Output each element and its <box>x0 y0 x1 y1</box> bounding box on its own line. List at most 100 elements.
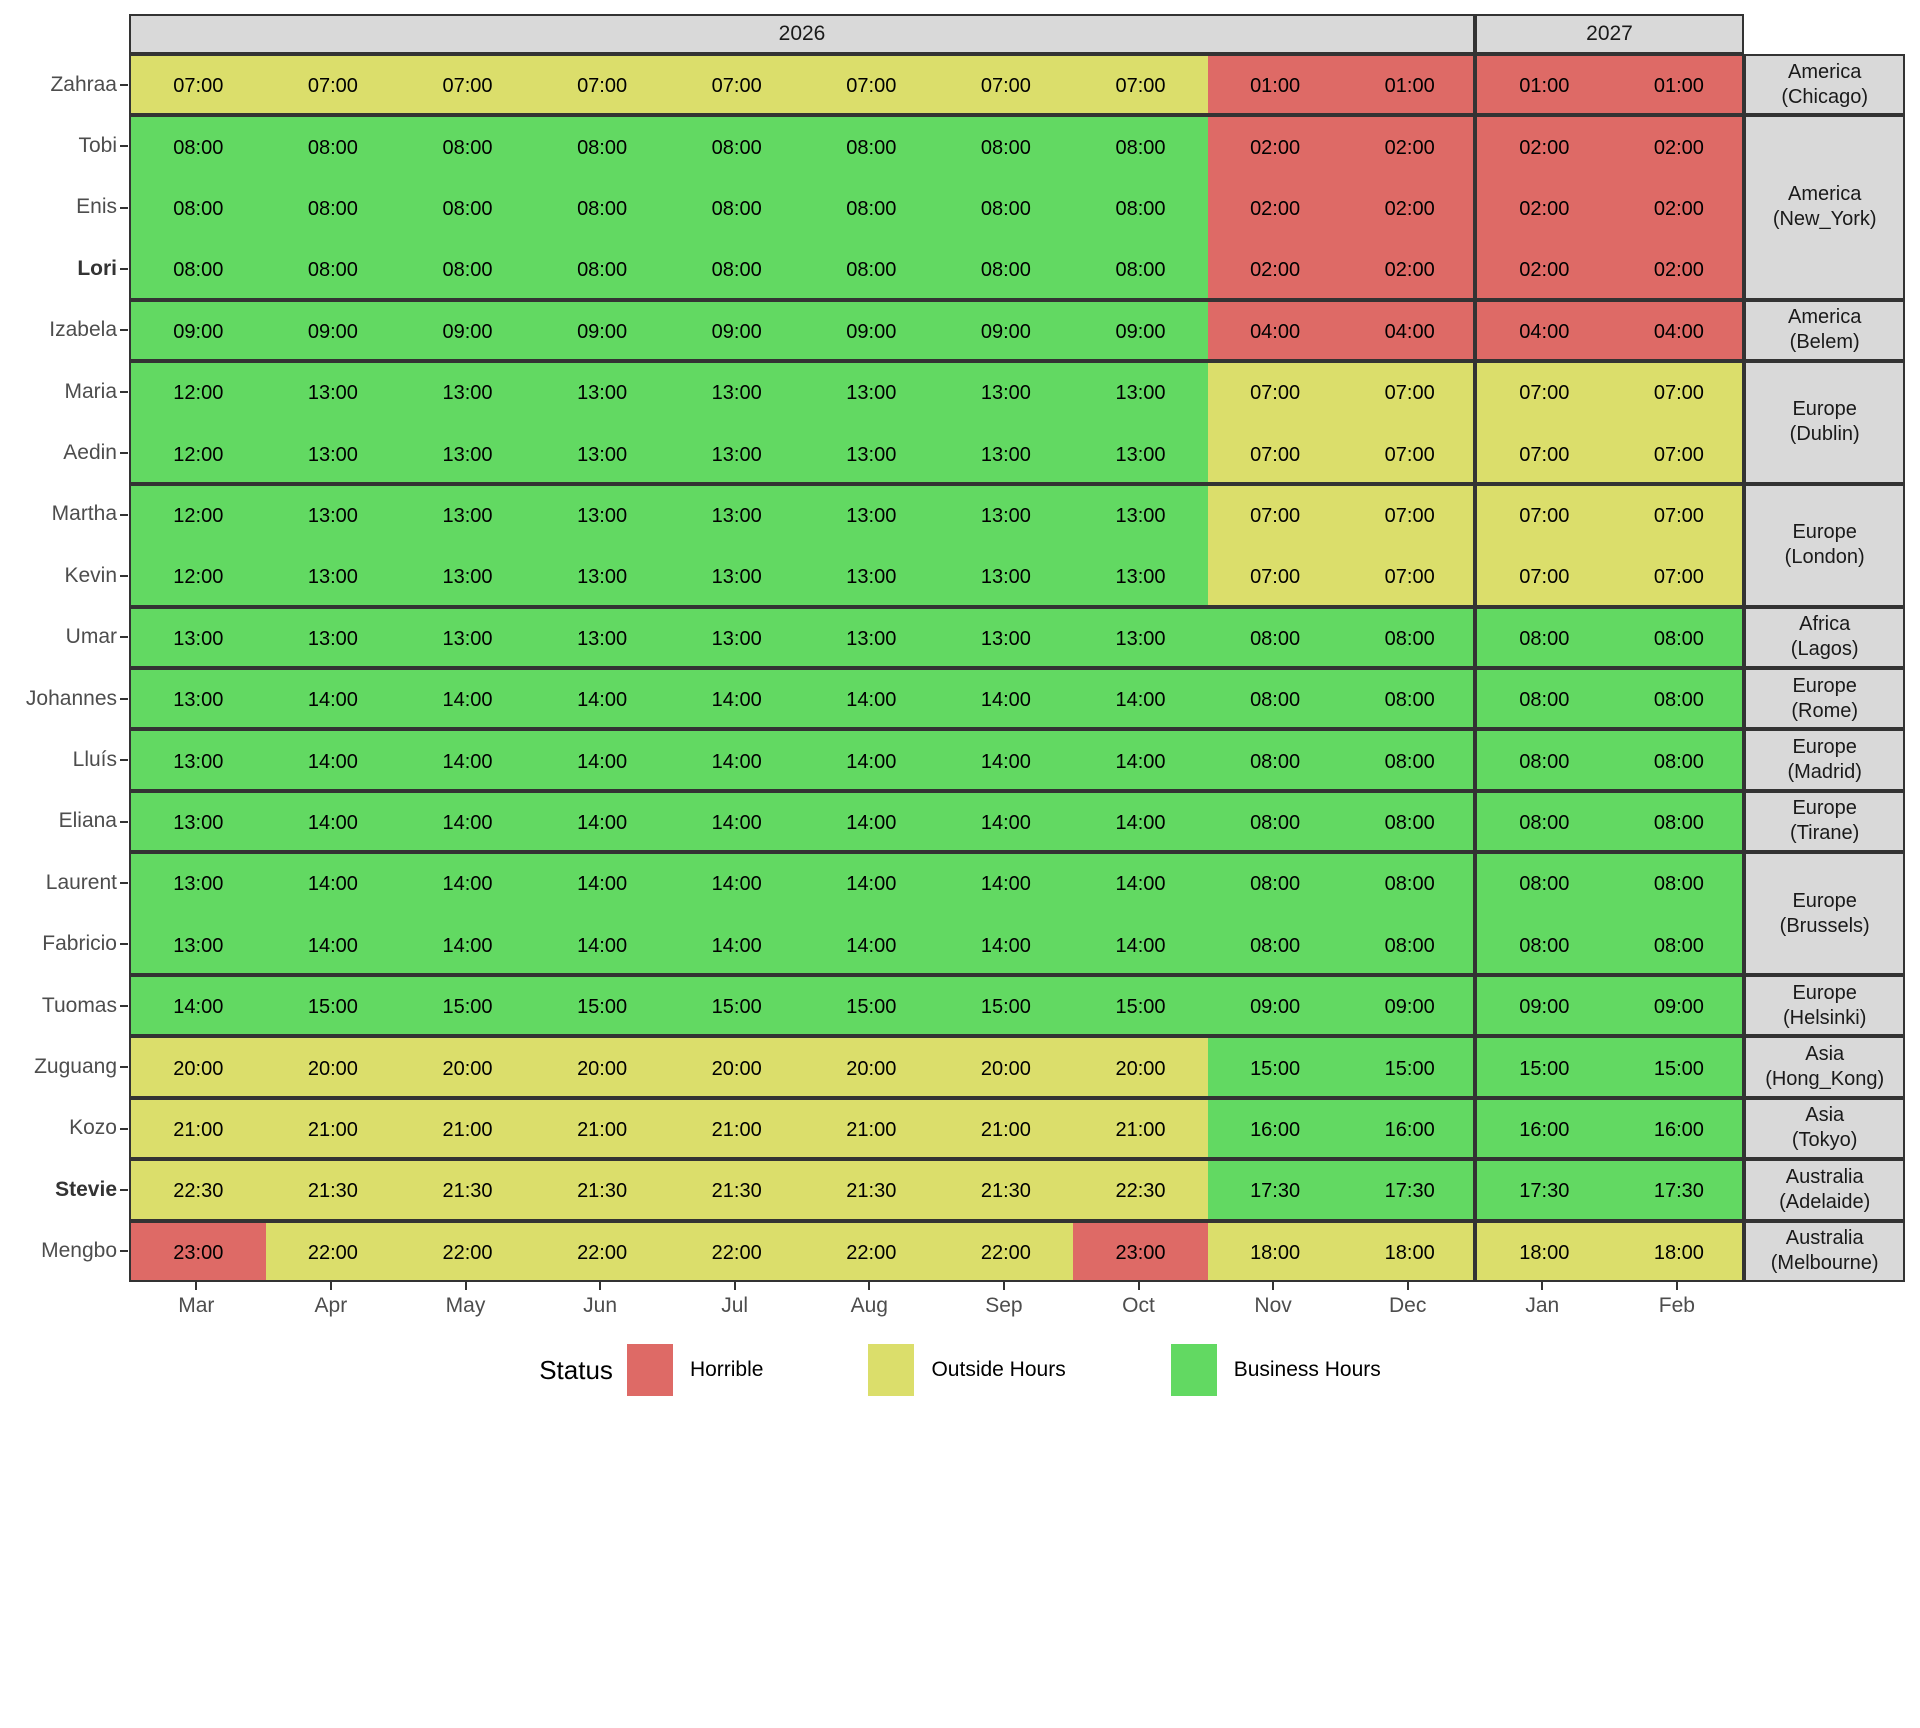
time-cell: 13:00 <box>669 608 804 666</box>
time-cell: 08:00 <box>1477 792 1612 851</box>
time-cell: 21:00 <box>669 1099 804 1158</box>
time-cell: 13:00 <box>534 424 670 482</box>
group-panel-brussels: 13:00 14:00 14:00 14:00 14:00 14:00 14:00 14:00… <box>129 852 1475 975</box>
group-panel-lagos: 08:00 08:00 <box>1475 606 1745 668</box>
time-cell: 08:00 <box>265 117 401 179</box>
time-cell: 20:00 <box>265 1038 401 1096</box>
time-cell: 15:00 <box>1477 1038 1612 1096</box>
time-cell: 12:00 <box>131 485 266 548</box>
time-cell: 15:00 <box>1611 1038 1743 1096</box>
time-cell: 08:00 <box>131 178 266 241</box>
strip-region: Europe <box>1792 521 1857 544</box>
time-cell: 01:00 <box>1207 56 1343 114</box>
timezone-strip-brussels: Europe (Brussels) <box>1744 852 1906 975</box>
strip-city: (Brussels) <box>1779 914 1870 937</box>
time-cell: 13:00 <box>1073 608 1208 666</box>
row-label-enis: Enis <box>76 195 117 219</box>
strip-city: (Lagos) <box>1790 638 1859 661</box>
time-cell: 14:00 <box>1073 731 1208 789</box>
group-panel-tokyo: 16:00 16:00 <box>1475 1097 1745 1160</box>
time-cell: 12:00 <box>131 424 266 482</box>
group-panel-belem: 04:00 04:00 <box>1475 299 1745 361</box>
time-cell: 08:00 <box>1477 731 1612 789</box>
strip-city: (Melbourne) <box>1770 1252 1879 1275</box>
row-label-maria: Maria <box>64 379 117 403</box>
time-cell: 22:30 <box>131 1161 266 1219</box>
time-cell: 08:00 <box>938 178 1074 241</box>
time-cell: 14:00 <box>1073 854 1208 916</box>
month-tick-label-oct: Oct <box>1122 1294 1155 1317</box>
time-cell: 08:00 <box>1611 915 1743 973</box>
time-cell: 13:00 <box>400 485 535 548</box>
time-cell: 21:30 <box>669 1161 804 1219</box>
row-axis-tick <box>120 1066 128 1069</box>
legend-label: Business Hours <box>1233 1358 1381 1381</box>
timezone-strip-chicago: America (Chicago) <box>1744 54 1906 116</box>
row-label-zahraa: Zahraa <box>50 72 117 96</box>
time-cell: 08:00 <box>1611 854 1743 916</box>
timezone-strip-london: Europe (London) <box>1744 483 1906 607</box>
timezone-strip-tirane: Europe (Tirane) <box>1744 790 1906 853</box>
time-cell: 13:00 <box>131 792 266 851</box>
time-cell: 04:00 <box>1207 301 1343 359</box>
time-cell: 22:00 <box>804 1222 939 1280</box>
time-cell: 14:00 <box>938 670 1074 728</box>
timezone-strip-rome: Europe (Rome) <box>1744 668 1906 730</box>
time-cell: 12:00 <box>131 547 266 605</box>
panel-header-2026: 2026 <box>129 14 1475 54</box>
time-cell: 07:00 <box>1342 547 1473 605</box>
time-cell: 07:00 <box>400 56 535 114</box>
legend-item-outside-hours: Outside Hours <box>868 1344 1066 1396</box>
time-cell: 08:00 <box>1477 854 1612 916</box>
time-cell: 08:00 <box>1611 731 1743 789</box>
time-cell: 20:00 <box>534 1038 670 1096</box>
time-cell: 21:00 <box>265 1099 401 1158</box>
time-cell: 14:00 <box>400 731 535 789</box>
time-cell: 09:00 <box>1207 977 1343 1035</box>
time-cell: 17:30 <box>1207 1161 1343 1219</box>
time-cell: 22:00 <box>938 1222 1074 1280</box>
strip-region: Europe <box>1792 981 1857 1004</box>
timezone-strip-tokyo: Asia (Tokyo) <box>1744 1097 1906 1160</box>
time-cell: 21:30 <box>534 1161 670 1219</box>
time-cell: 13:00 <box>534 485 670 548</box>
month-axis-tick <box>1675 1282 1678 1290</box>
time-cell: 13:00 <box>265 363 401 425</box>
time-cell: 14:00 <box>669 731 804 789</box>
row-axis-tick <box>120 1127 128 1130</box>
time-cell: 14:00 <box>265 792 401 851</box>
time-cell: 13:00 <box>265 424 401 482</box>
time-cell: 01:00 <box>1611 56 1743 114</box>
strip-region: Europe <box>1792 674 1857 697</box>
time-cell: 02:00 <box>1342 240 1473 298</box>
month-axis-tick <box>868 1282 871 1290</box>
time-cell: 16:00 <box>1207 1099 1343 1158</box>
time-cell: 18:00 <box>1611 1222 1743 1280</box>
time-cell: 09:00 <box>1477 977 1612 1035</box>
time-cell: 14:00 <box>938 792 1074 851</box>
row-axis-tick <box>120 881 128 884</box>
time-cell: 08:00 <box>804 240 939 298</box>
time-cell: 01:00 <box>1342 56 1473 114</box>
time-cell: 14:00 <box>534 731 670 789</box>
time-cell: 08:00 <box>1477 608 1612 666</box>
row-axis-tick <box>120 513 128 516</box>
time-cell: 20:00 <box>804 1038 939 1096</box>
time-cell: 18:00 <box>1342 1222 1473 1280</box>
group-panel-melbourne: 23:00 22:00 22:00 22:00 22:00 22:00 22:00 23:00… <box>129 1220 1475 1282</box>
time-cell: 14:00 <box>669 670 804 728</box>
time-cell: 13:00 <box>669 485 804 548</box>
time-cell: 02:00 <box>1611 178 1743 241</box>
time-cell: 20:00 <box>1073 1038 1208 1096</box>
time-cell: 15:00 <box>265 977 401 1035</box>
time-cell: 23:00 <box>1073 1222 1208 1280</box>
strip-city: (Madrid) <box>1787 761 1862 784</box>
timezone-strip-dublin: Europe (Dublin) <box>1744 361 1906 484</box>
time-cell: 15:00 <box>534 977 670 1035</box>
month-tick-label-dec: Dec <box>1389 1294 1427 1317</box>
time-cell: 20:00 <box>400 1038 535 1096</box>
time-cell: 18:00 <box>1207 1222 1343 1280</box>
time-cell: 21:00 <box>804 1099 939 1158</box>
time-cell: 13:00 <box>400 547 535 605</box>
